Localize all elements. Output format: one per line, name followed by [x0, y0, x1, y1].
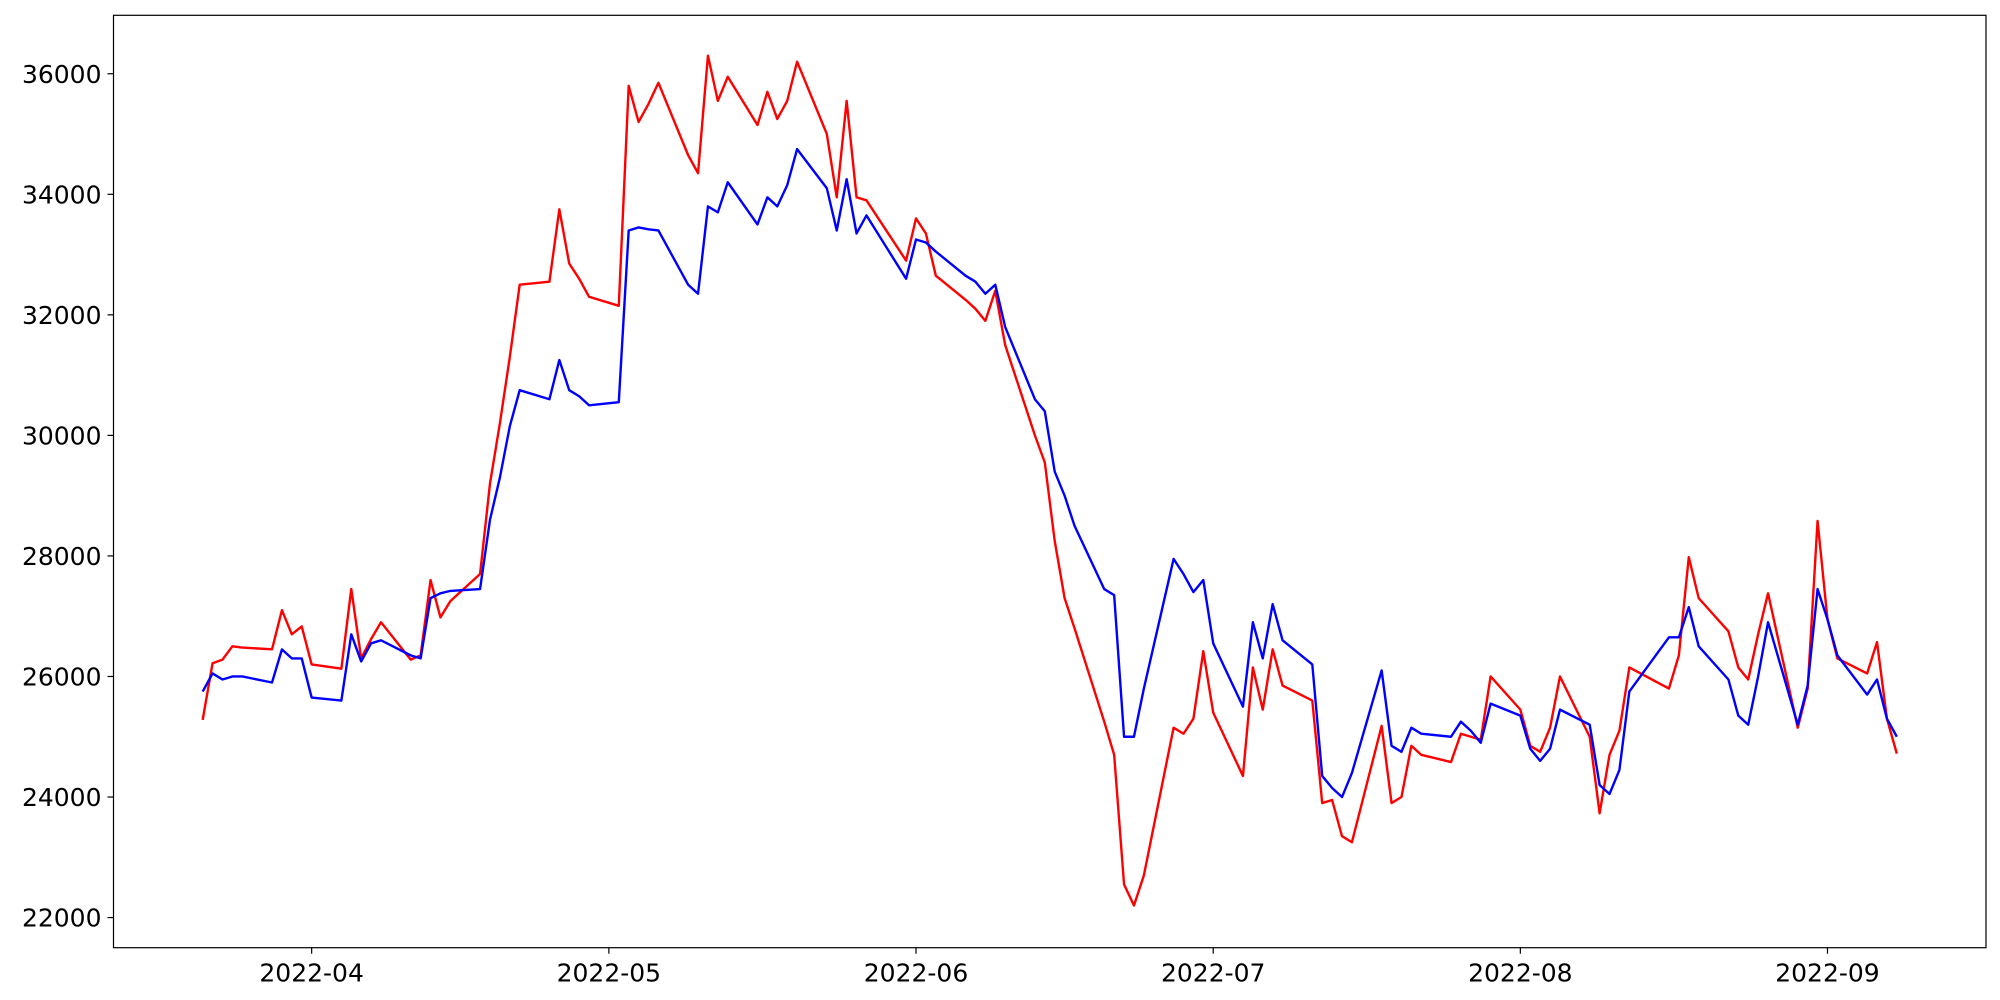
plot-frame — [112, 14, 1987, 949]
y-tick-label: 32000 — [22, 301, 102, 330]
y-tick-label: 36000 — [22, 60, 102, 89]
x-tick-label: 2022-09 — [1775, 959, 1879, 988]
x-tick-label: 2022-04 — [259, 959, 363, 988]
x-tick-label: 2022-06 — [864, 959, 968, 988]
y-tick-label: 30000 — [22, 421, 102, 450]
y-tick-label: 26000 — [22, 662, 102, 691]
y-tick-label: 24000 — [22, 783, 102, 812]
y-tick-label: 22000 — [22, 904, 102, 933]
line-series — [201, 54, 1898, 907]
line-series — [201, 147, 1898, 799]
y-tick-label: 34000 — [22, 180, 102, 209]
x-tick-label: 2022-05 — [557, 959, 661, 988]
x-tick-label: 2022-08 — [1468, 959, 1572, 988]
x-tick-label: 2022-07 — [1161, 959, 1265, 988]
y-tick-label: 28000 — [22, 542, 102, 571]
